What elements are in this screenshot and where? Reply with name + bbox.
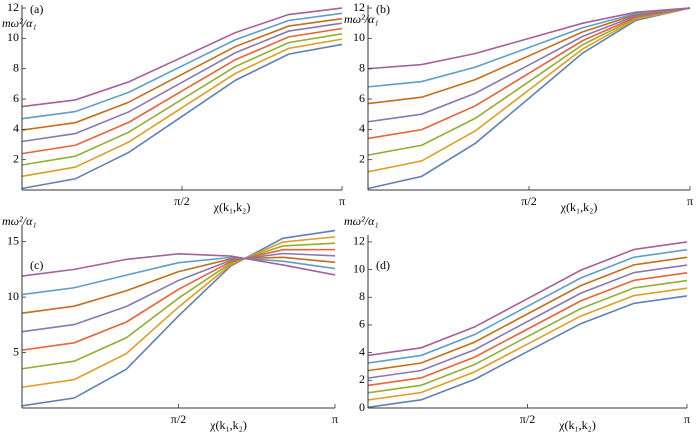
y-tick-label: 8 <box>359 60 365 74</box>
x-tick-label: π/2 <box>171 412 186 426</box>
curve <box>367 7 691 70</box>
curve <box>367 7 691 156</box>
curve <box>367 271 688 387</box>
y-tick-label: 2 <box>359 151 365 165</box>
curve <box>367 279 688 394</box>
y-axis-label: mω²/α₁ <box>2 214 37 228</box>
curve <box>367 295 688 409</box>
panel-label: (b) <box>376 2 390 16</box>
y-tick-label: 12 <box>353 0 365 14</box>
x-axis-label: χ(k₁,k₂) <box>213 200 251 214</box>
y-axis-label: mω²/α₁ <box>344 12 379 26</box>
y-tick-label: 10 <box>353 261 365 275</box>
curve <box>21 7 343 108</box>
curve <box>367 264 688 379</box>
curve <box>21 236 336 389</box>
y-tick-label: 12 <box>353 234 365 248</box>
curve <box>21 17 343 131</box>
curve <box>367 7 691 123</box>
x-tick-label: π <box>687 194 693 208</box>
curve <box>367 256 688 372</box>
curve <box>367 248 688 364</box>
curve <box>367 7 691 88</box>
x-tick-label: π <box>684 412 690 426</box>
y-tick-label: 10 <box>7 30 19 44</box>
panel-label: (d) <box>376 258 390 272</box>
curve <box>21 229 336 407</box>
x-tick-label: π <box>332 412 338 426</box>
y-tick-label: 2 <box>359 372 365 386</box>
y-tick-label: 4 <box>13 121 19 135</box>
y-tick-label: 10 <box>7 289 19 303</box>
panel-label: (c) <box>30 258 43 272</box>
y-tick-label: 10 <box>353 30 365 44</box>
curve <box>21 43 343 190</box>
x-axis-label: χ(k₁,k₂) <box>558 418 596 432</box>
curve <box>21 252 336 333</box>
y-tick-label: 4 <box>359 344 365 358</box>
curve <box>21 22 343 143</box>
curve <box>21 256 336 314</box>
y-tick-label: 4 <box>359 121 365 135</box>
y-tick-label: 15 <box>7 233 19 247</box>
curve <box>367 7 691 190</box>
x-axis-label: χ(k₁,k₂) <box>560 200 598 214</box>
y-tick-label: 6 <box>13 91 19 105</box>
curve <box>21 256 336 296</box>
curve <box>367 7 691 105</box>
curve <box>367 241 688 357</box>
y-tick-label: 6 <box>359 91 365 105</box>
y-tick-label: 12 <box>7 0 19 14</box>
curve <box>21 253 336 277</box>
curve <box>367 7 691 173</box>
y-axis-label: mω²/α₁ <box>2 16 37 30</box>
x-axis-label: χ(k₁,k₂) <box>209 418 247 432</box>
y-tick-label: 2 <box>13 151 19 165</box>
curve <box>367 7 691 140</box>
y-axis-label: mω²/α₁ <box>344 214 379 228</box>
y-tick-label: 5 <box>13 344 19 358</box>
curve <box>21 33 343 166</box>
curve <box>21 12 343 120</box>
x-tick-label: π/2 <box>520 412 535 426</box>
y-tick-label: 8 <box>13 60 19 74</box>
curve <box>21 27 343 155</box>
x-tick-label: π/2 <box>521 194 536 208</box>
y-tick-label: 0 <box>359 400 365 414</box>
curve <box>367 287 688 401</box>
x-tick-label: π <box>339 194 345 208</box>
curve <box>21 242 336 370</box>
curve <box>21 38 343 178</box>
y-tick-label: 6 <box>359 317 365 331</box>
y-tick-label: 8 <box>359 289 365 303</box>
panel-label: (a) <box>30 2 43 16</box>
x-tick-label: π/2 <box>174 194 189 208</box>
curve <box>21 248 336 351</box>
